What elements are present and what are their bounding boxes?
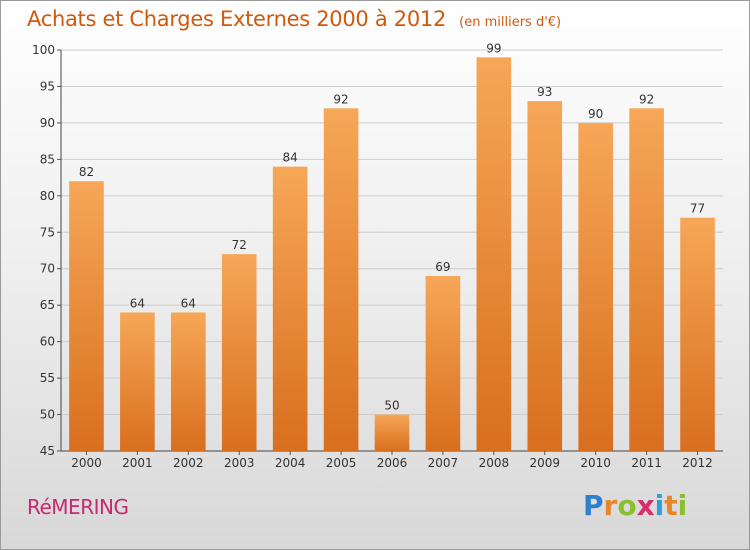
bar-2008 [476,57,512,452]
x-tick-label-2004: 2004 [275,456,306,470]
data-label-2001: 64 [130,296,145,310]
data-label-2006: 50 [384,399,399,413]
y-tick-label: 85 [40,152,55,166]
data-label-2004: 84 [283,151,298,165]
bar-2002 [170,312,206,451]
bars [69,57,715,452]
chart-title: Achats et Charges Externes 2000 à 2012 [27,7,447,31]
brand-letter: i [677,489,688,522]
bar-2011 [629,108,664,451]
grid-lines [61,49,723,452]
bar-2001 [120,312,155,451]
x-tick-label-2006: 2006 [377,456,408,470]
y-tick-label: 75 [40,225,55,239]
bar-2000 [69,181,104,451]
x-tick-label-2011: 2011 [631,456,662,470]
y-tick-label: 70 [40,262,55,276]
x-tick-label-2005: 2005 [326,456,357,470]
y-tick-label: 95 [40,79,55,93]
title-row: Achats et Charges Externes 2000 à 2012 (… [27,7,561,31]
x-tick-label-2008: 2008 [479,456,510,470]
brand-letter: r [603,489,618,522]
y-tick-label: 50 [40,408,55,422]
bar-2012 [680,217,715,451]
bar-2010 [578,122,614,451]
y-tick-label: 80 [40,189,55,203]
x-tick-label-2009: 2009 [529,456,560,470]
bar-2003 [221,254,257,451]
proxiti-logo: Proxiti [583,489,687,522]
brand-letter: x [636,489,655,522]
bar-2006 [374,414,410,451]
y-tick-label: 55 [40,371,55,385]
y-tick-label: 60 [40,335,55,349]
data-label-2009: 93 [537,85,552,99]
bar-2005 [323,108,359,451]
x-tick-label-2003: 2003 [224,456,255,470]
x-tick-label-2000: 2000 [71,456,102,470]
brand-letter: t [664,489,678,522]
y-tick-label: 65 [40,298,55,312]
data-label-2012: 77 [690,202,705,216]
x-tick-label-2001: 2001 [122,456,153,470]
brand-letter: i [654,489,665,522]
data-label-2002: 64 [181,296,196,310]
brand-letter: P [583,489,604,522]
brand-letter: o [617,489,637,522]
chart-subtitle: (en milliers d'€) [459,15,562,30]
commune-name: RéMERING [27,495,129,519]
data-labels: 82 64 64 72 84 92 50 69 99 93 90 92 77 [79,41,705,412]
data-label-2005: 92 [333,92,348,106]
x-tick-label-2007: 2007 [428,456,459,470]
data-label-2010: 90 [588,107,603,121]
x-tick-label-2002: 2002 [173,456,204,470]
data-label-2011: 92 [639,92,654,106]
y-tick-label: 45 [40,444,55,458]
data-label-2008: 99 [486,41,501,55]
data-label-2007: 69 [435,260,450,274]
data-label-2003: 72 [232,238,247,252]
bar-2004 [272,166,308,451]
y-tick-label: 100 [32,43,55,57]
bar-2009 [527,101,563,451]
bar-2007 [425,276,461,451]
y-tick-label: 90 [40,116,55,130]
data-label-2000: 82 [79,165,94,179]
x-tick-label-2012: 2012 [682,456,713,470]
x-tick-label-2010: 2010 [580,456,611,470]
